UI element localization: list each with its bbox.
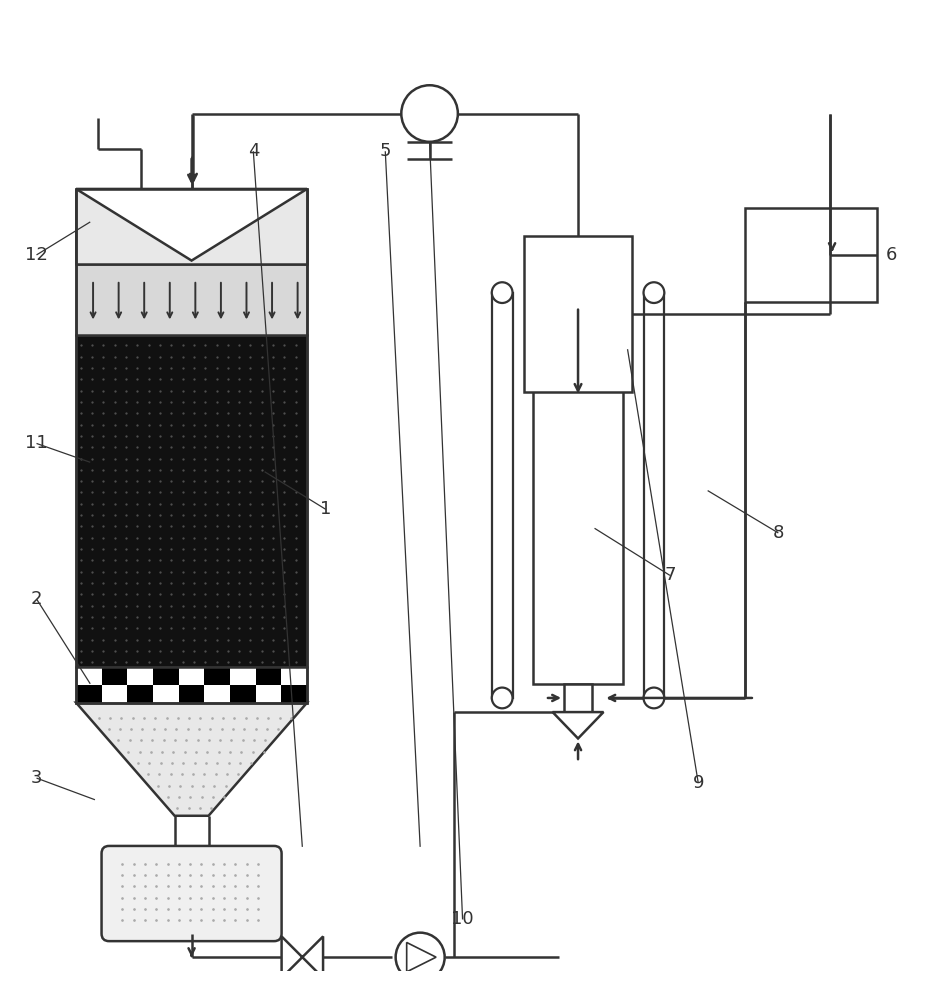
Bar [492,293,513,698]
Bar [127,667,153,685]
Bar [205,685,230,703]
Bar [256,685,281,703]
Bar [644,293,665,698]
Bar [153,685,178,703]
Text: 7: 7 [665,566,676,584]
Text: 4: 4 [247,142,259,160]
Circle shape [492,282,513,303]
Text: 12: 12 [25,246,48,264]
Bar [746,208,877,302]
Bar [281,667,307,685]
Text: 11: 11 [25,434,48,452]
Polygon shape [76,189,307,261]
Bar [76,189,307,264]
Circle shape [492,688,513,708]
Bar [76,685,102,703]
Bar [178,667,205,685]
Bar [102,667,127,685]
Bar [281,685,307,703]
Bar [76,667,307,703]
Circle shape [401,85,458,142]
Bar [524,236,632,392]
Circle shape [396,933,445,982]
Polygon shape [552,712,603,738]
Bar [76,335,307,667]
Text: 8: 8 [772,524,784,542]
Bar [256,667,281,685]
Bar [230,685,256,703]
Text: 9: 9 [693,774,704,792]
Bar [102,685,127,703]
Bar [230,667,256,685]
Bar [178,685,205,703]
Text: 5: 5 [379,142,391,160]
Bar [76,264,307,335]
Bar [533,311,623,684]
Bar [76,667,102,685]
Polygon shape [76,703,307,816]
Bar [127,685,153,703]
Text: 10: 10 [451,910,474,928]
Bar [153,667,178,685]
Text: 1: 1 [320,500,331,518]
Text: 6: 6 [885,246,897,264]
Circle shape [644,688,665,708]
Bar [564,684,592,712]
Polygon shape [281,936,323,978]
Polygon shape [407,942,436,972]
FancyBboxPatch shape [102,846,281,941]
Circle shape [644,282,665,303]
Text: 3: 3 [31,769,42,787]
Bar [205,667,230,685]
Text: 2: 2 [31,590,42,608]
Bar [76,189,307,703]
